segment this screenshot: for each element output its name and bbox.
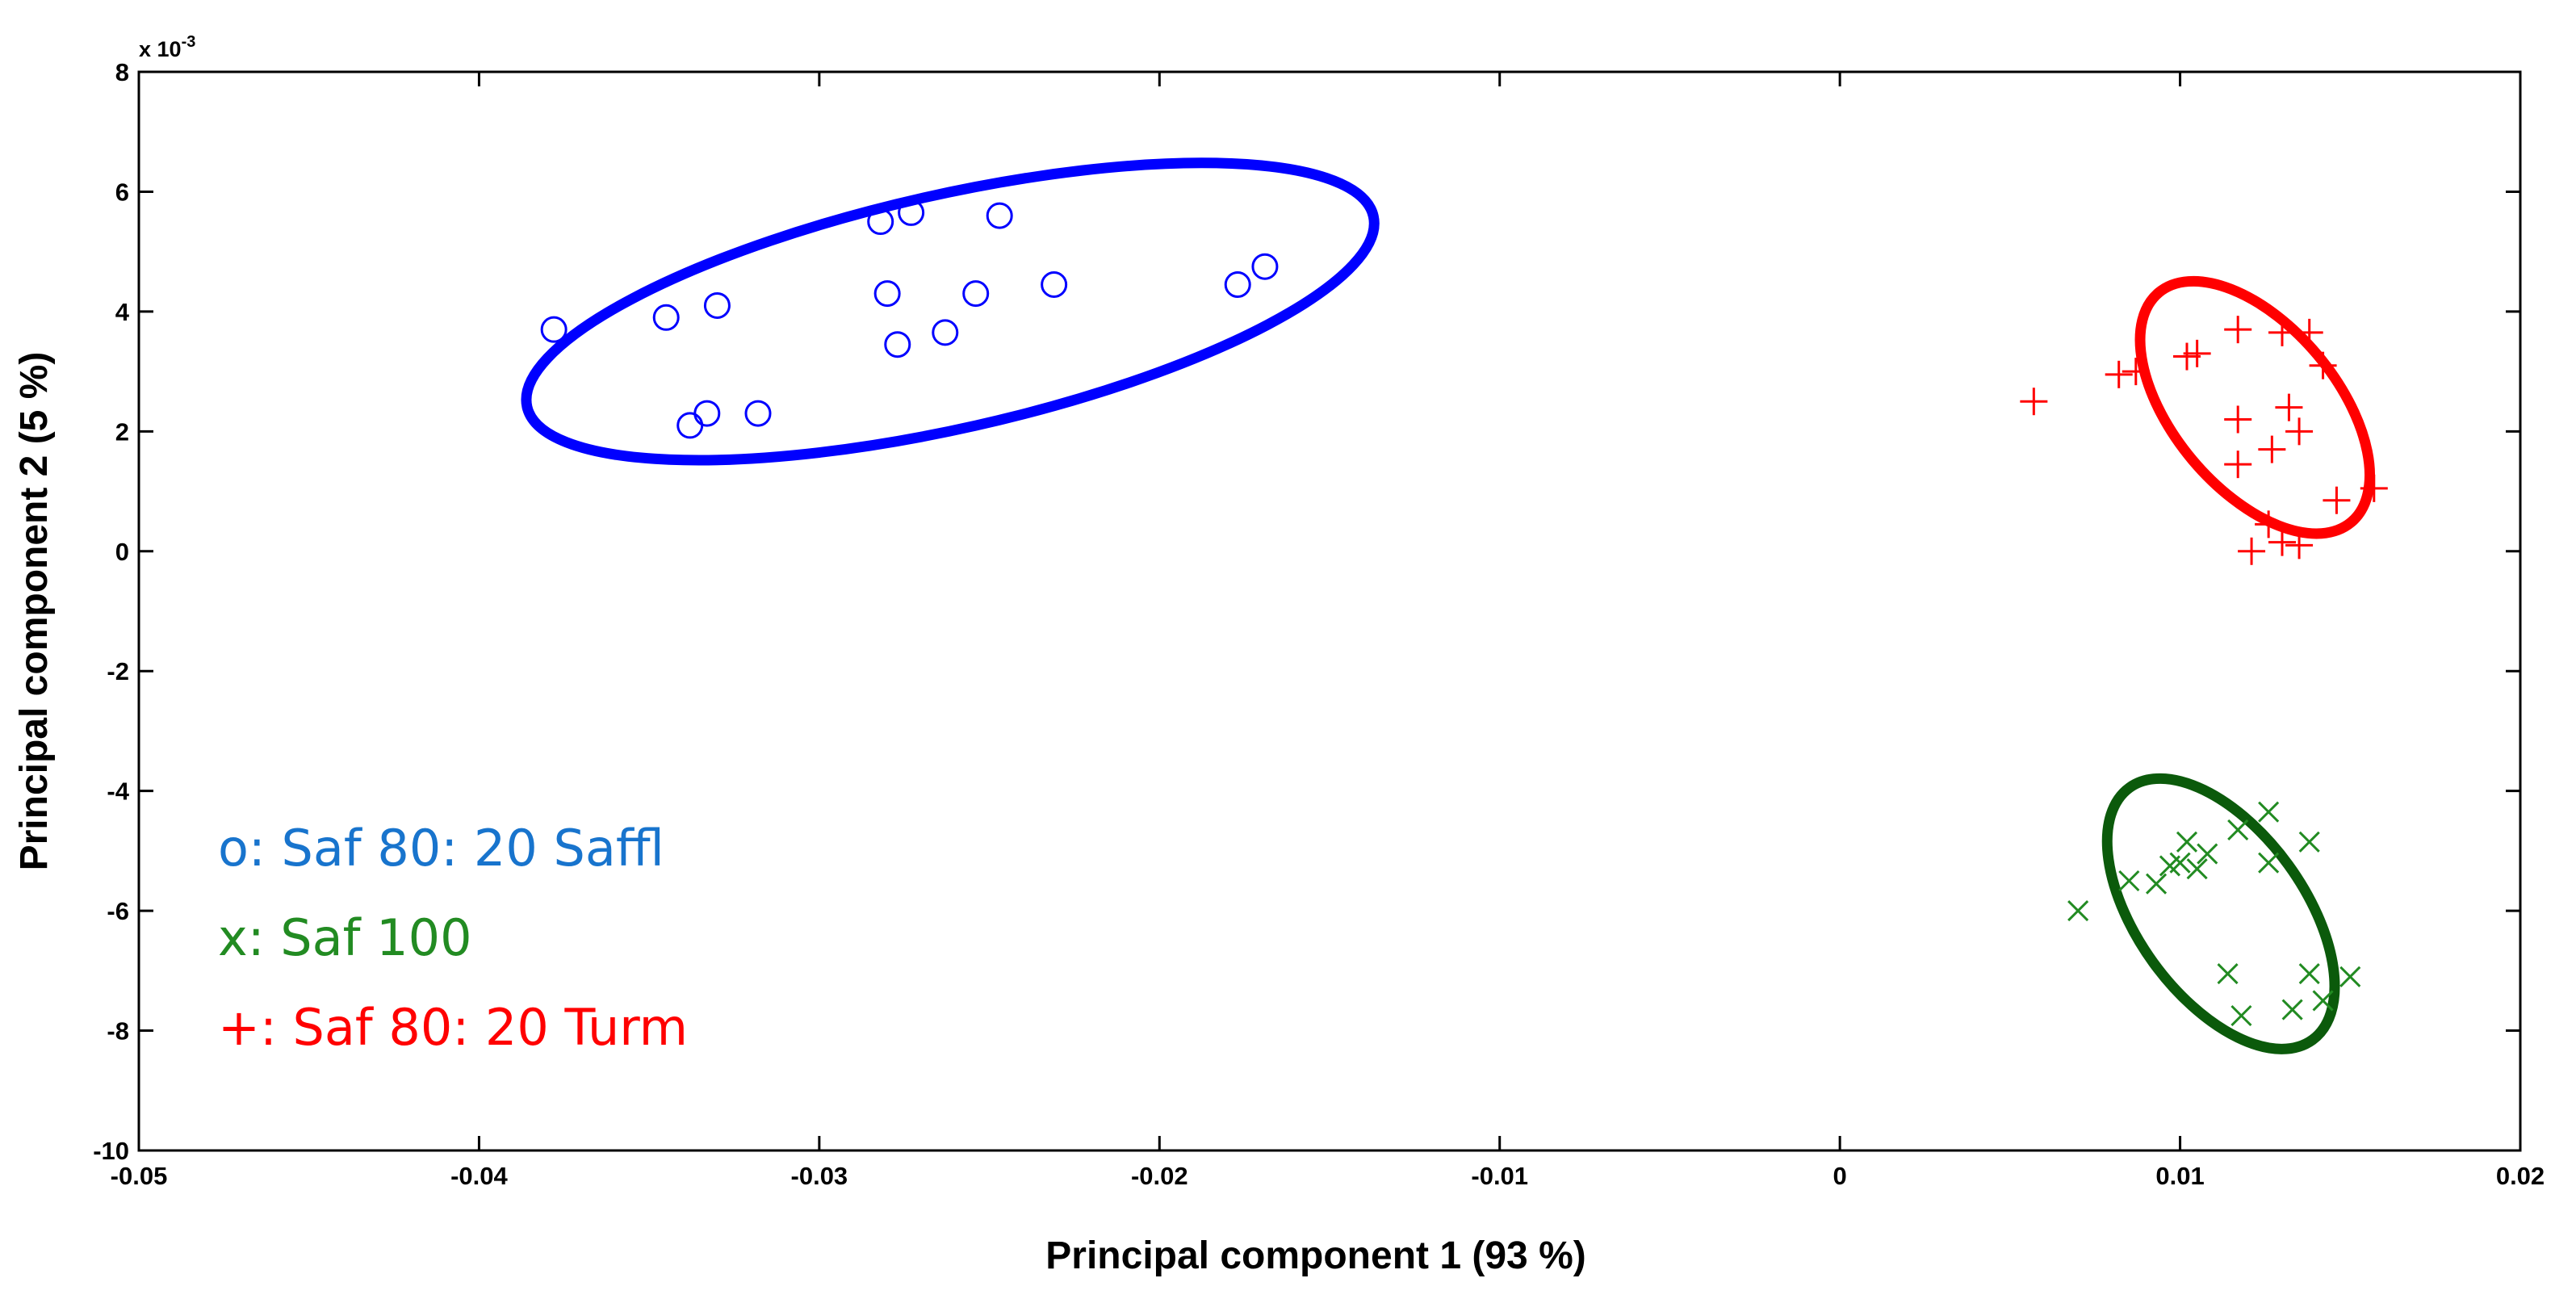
data-point-circle xyxy=(962,280,990,308)
data-point-x xyxy=(2146,873,2168,895)
data-point-plus xyxy=(2295,318,2323,346)
x-tick-label: 0 xyxy=(1833,1162,1847,1190)
legend: o: Saf 80: 20 Saffl x: Saf 100 +: Saf 80: … xyxy=(218,819,688,1057)
plot-background xyxy=(139,72,2520,1150)
data-point-circle xyxy=(986,202,1013,229)
data-point-plus xyxy=(2255,510,2283,539)
confidence-ellipses xyxy=(521,157,2376,1054)
data-point-x xyxy=(2227,819,2249,840)
data-point-plus xyxy=(2268,318,2296,346)
data-point-circle xyxy=(540,316,568,343)
y-exponent-label: x 10-3 xyxy=(139,33,195,61)
data-point-circle xyxy=(867,208,894,236)
y-tick-label: 6 xyxy=(115,178,129,206)
x-tick-label: -0.04 xyxy=(450,1162,508,1190)
data-point-circle xyxy=(652,304,680,331)
series-plus-ellipse xyxy=(2134,275,2376,539)
plot-frame xyxy=(137,70,2522,1152)
y-tick-label: -8 xyxy=(107,1017,129,1046)
data-point-x xyxy=(2217,962,2239,985)
data-point-circle xyxy=(1224,270,1251,298)
data-point-x xyxy=(2067,900,2089,922)
y-tick-label: 2 xyxy=(115,417,129,446)
x-axis-ticks: -0.05 -0.04 -0.03 -0.02 -0.01 0 0.01 0.02 xyxy=(111,72,2545,1190)
legend-entry: x: Saf 100 xyxy=(218,908,472,967)
y-tick-label: -2 xyxy=(107,657,129,685)
data-point-circle xyxy=(884,331,911,358)
data-point-plus xyxy=(2224,316,2252,344)
y-tick-label: -6 xyxy=(107,897,129,925)
y-axis-ticks: 8 6 4 2 0 -2 -4 -6 -8 -10 xyxy=(93,58,2520,1165)
data-point-plus xyxy=(2105,360,2133,388)
data-point-circle xyxy=(1251,253,1279,280)
data-point-x xyxy=(2298,831,2320,853)
data-point-x xyxy=(2258,852,2280,874)
data-point-plus xyxy=(2258,435,2286,463)
data-point-x xyxy=(2258,801,2280,823)
data-point-plus xyxy=(2309,351,2337,379)
x-tick-label: 0.01 xyxy=(2155,1162,2204,1190)
data-point-x xyxy=(2298,962,2320,985)
data-point-plus xyxy=(2224,405,2252,434)
x-axis-label: Principal component 1 (93 %) xyxy=(1045,1234,1585,1277)
data-point-plus xyxy=(2323,486,2351,514)
data-point-plus xyxy=(2285,417,2314,446)
legend-entry: +: Saf 80: 20 Turm xyxy=(218,998,688,1057)
data-points xyxy=(540,199,2388,1027)
data-point-x xyxy=(2281,999,2303,1020)
y-tick-label: -4 xyxy=(107,777,129,806)
series-circle-ellipse xyxy=(521,157,1380,466)
data-point-circle xyxy=(744,400,772,427)
x-tick-label: 0.02 xyxy=(2496,1162,2545,1190)
data-point-plus xyxy=(2020,388,2048,416)
data-point-x xyxy=(2339,966,2361,987)
data-point-plus xyxy=(2285,531,2314,559)
y-tick-label: 4 xyxy=(115,298,130,326)
legend-entry: o: Saf 80: 20 Saffl xyxy=(218,819,664,878)
y-tick-label: 0 xyxy=(115,538,129,566)
data-point-plus xyxy=(2268,528,2296,556)
y-tick-label: -10 xyxy=(93,1137,129,1165)
data-point-circle xyxy=(873,280,901,308)
x-tick-label: -0.02 xyxy=(1131,1162,1188,1190)
series-x-ellipse xyxy=(2101,773,2340,1054)
data-point-x xyxy=(2312,990,2334,1012)
y-tick-label: 8 xyxy=(115,58,129,86)
data-point-x xyxy=(2176,831,2198,853)
x-tick-label: -0.03 xyxy=(791,1162,848,1190)
data-point-circle xyxy=(703,291,731,319)
y-axis-label: Principal component 2 (5 %) xyxy=(13,352,56,871)
data-point-circle xyxy=(1041,270,1068,298)
data-point-circle xyxy=(693,400,721,427)
data-point-circle xyxy=(898,199,925,226)
data-point-circle xyxy=(932,319,959,346)
data-point-x xyxy=(2118,870,2140,892)
data-point-x xyxy=(2186,858,2208,880)
data-point-x xyxy=(2230,1004,2252,1027)
data-point-plus xyxy=(2224,451,2252,479)
data-point-x xyxy=(2169,852,2191,874)
data-point-plus xyxy=(2183,339,2211,367)
data-point-plus xyxy=(2360,474,2388,502)
data-point-x xyxy=(2197,843,2218,865)
x-tick-label: -0.01 xyxy=(1471,1162,1528,1190)
data-point-plus xyxy=(2275,393,2303,421)
data-point-plus xyxy=(2122,358,2150,386)
x-tick-label: -0.05 xyxy=(111,1162,168,1190)
data-point-plus xyxy=(2238,537,2266,565)
